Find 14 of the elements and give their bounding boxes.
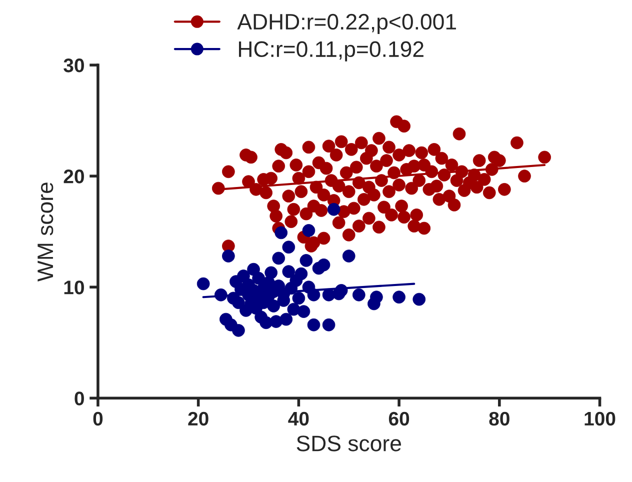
- x-tick-label: 60: [388, 412, 410, 426]
- x-axis-title: SDS score: [296, 436, 401, 452]
- y-tick-label: 20: [64, 170, 84, 184]
- y-tick-label: 10: [64, 280, 84, 294]
- legend-label: HC:r=0.11,p=0.192: [238, 41, 424, 62]
- x-tick-label: 100: [584, 412, 616, 426]
- y-tick-label: 30: [64, 58, 84, 72]
- y-tick-label: 0: [74, 392, 84, 406]
- x-tick-label: 80: [489, 412, 510, 426]
- y-axis-title: WM score: [38, 182, 54, 282]
- x-tick-label: 20: [188, 412, 208, 426]
- x-tick-label: 40: [288, 412, 309, 426]
- legend-label: ADHD:r=0.22,p<0.001: [237, 14, 456, 34]
- x-tick-label: 0: [93, 412, 103, 426]
